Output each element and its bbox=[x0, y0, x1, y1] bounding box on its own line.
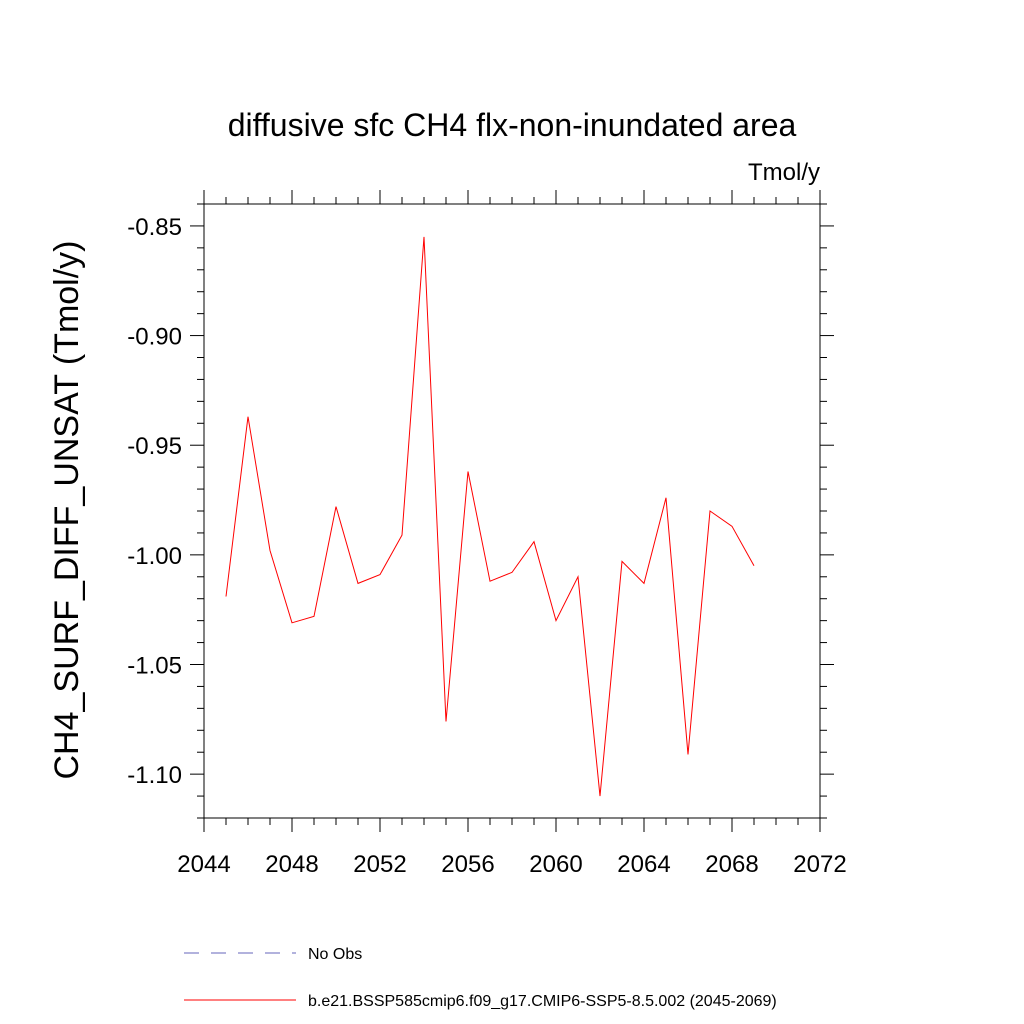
y-tick-label: -1.00 bbox=[127, 543, 182, 570]
y-axis-label: CH4_SURF_DIFF_UNSAT (Tmol/y) bbox=[48, 240, 86, 779]
units-label: Tmol/y bbox=[748, 159, 820, 186]
plot-frame bbox=[203, 203, 821, 819]
y-tick-label: -1.05 bbox=[127, 653, 182, 680]
x-tick-label: 2064 bbox=[617, 851, 670, 878]
x-tick-label: 2048 bbox=[265, 851, 318, 878]
y-tick-label: -0.85 bbox=[127, 214, 182, 241]
y-tick-label: -0.95 bbox=[127, 433, 182, 460]
legend: No Obs b.e21.BSSP585cmip6.f09_g17.CMIP6-S… bbox=[184, 946, 777, 1010]
y-tick-label: -0.90 bbox=[127, 324, 182, 351]
y-tick-label: -1.10 bbox=[127, 762, 182, 789]
x-tick-label: 2056 bbox=[441, 851, 494, 878]
x-tick-label: 2060 bbox=[529, 851, 582, 878]
chart-title: diffusive sfc CH4 flx-non-inundated area bbox=[228, 107, 797, 143]
series-layer bbox=[225, 236, 755, 797]
legend-label-0: No Obs bbox=[308, 946, 362, 963]
ticks-layer: 2044 2048 2052 2056 2060 2064 2068 2072 -1.10 -1.… bbox=[127, 190, 847, 878]
x-tick-label: 2044 bbox=[177, 851, 230, 878]
legend-label-1: b.e21.BSSP585cmip6.f09_g17.CMIP6-SSP5-8.… bbox=[308, 993, 777, 1010]
x-tick-label: 2052 bbox=[353, 851, 406, 878]
x-tick-label: 2072 bbox=[793, 851, 846, 878]
x-tick-label: 2068 bbox=[705, 851, 758, 878]
series-line-1 bbox=[225, 236, 755, 797]
